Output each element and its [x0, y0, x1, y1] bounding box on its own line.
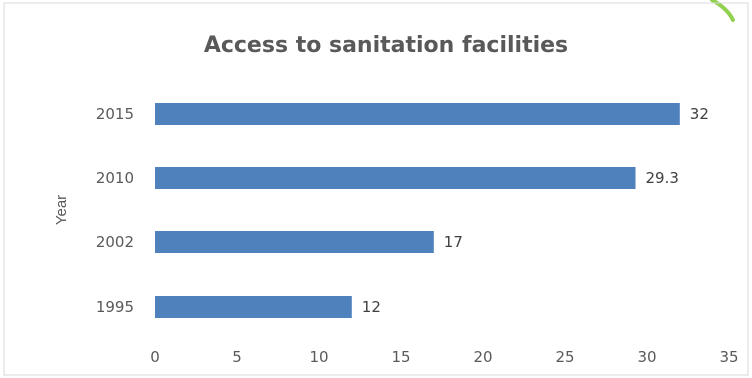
- bar-2010: [155, 167, 636, 189]
- x-tick-label-5: 5: [232, 348, 242, 366]
- data-label-2015: 32: [690, 105, 709, 123]
- y-tick-label-2010: 2010: [96, 169, 134, 187]
- x-axis-tick-labels: 0 5 10 15 20 25 30 35: [150, 348, 738, 366]
- x-tick-label-20: 20: [473, 348, 492, 366]
- data-labels: 12 17 29.3 32: [362, 105, 709, 316]
- bar-2015: [155, 103, 680, 125]
- x-tick-label-15: 15: [391, 348, 410, 366]
- plot-area: 12 17 29.3 32 1995 2002 2010 2015 0 5 10 15 20 25 30…: [96, 103, 739, 366]
- x-tick-label-35: 35: [719, 348, 738, 366]
- chart-title: Access to sanitation facilities: [204, 33, 568, 58]
- x-tick-label-30: 30: [637, 348, 656, 366]
- y-tick-label-1995: 1995: [96, 298, 134, 316]
- chart-frame: [3, 2, 749, 376]
- data-label-2002: 17: [444, 233, 463, 251]
- data-label-2010: 29.3: [646, 169, 679, 187]
- bar-1995: [155, 296, 352, 318]
- x-tick-label-0: 0: [150, 348, 160, 366]
- x-tick-label-10: 10: [309, 348, 328, 366]
- corner-accent-decoration: [710, 0, 735, 22]
- y-tick-label-2015: 2015: [96, 105, 134, 123]
- bar-2002: [155, 231, 434, 253]
- y-axis-tick-labels: 1995 2002 2010 2015: [96, 105, 134, 316]
- data-label-1995: 12: [362, 298, 381, 316]
- y-tick-label-2002: 2002: [96, 233, 134, 251]
- y-axis-title: Year: [53, 195, 70, 225]
- x-tick-label-25: 25: [555, 348, 574, 366]
- bar-series: [155, 103, 680, 318]
